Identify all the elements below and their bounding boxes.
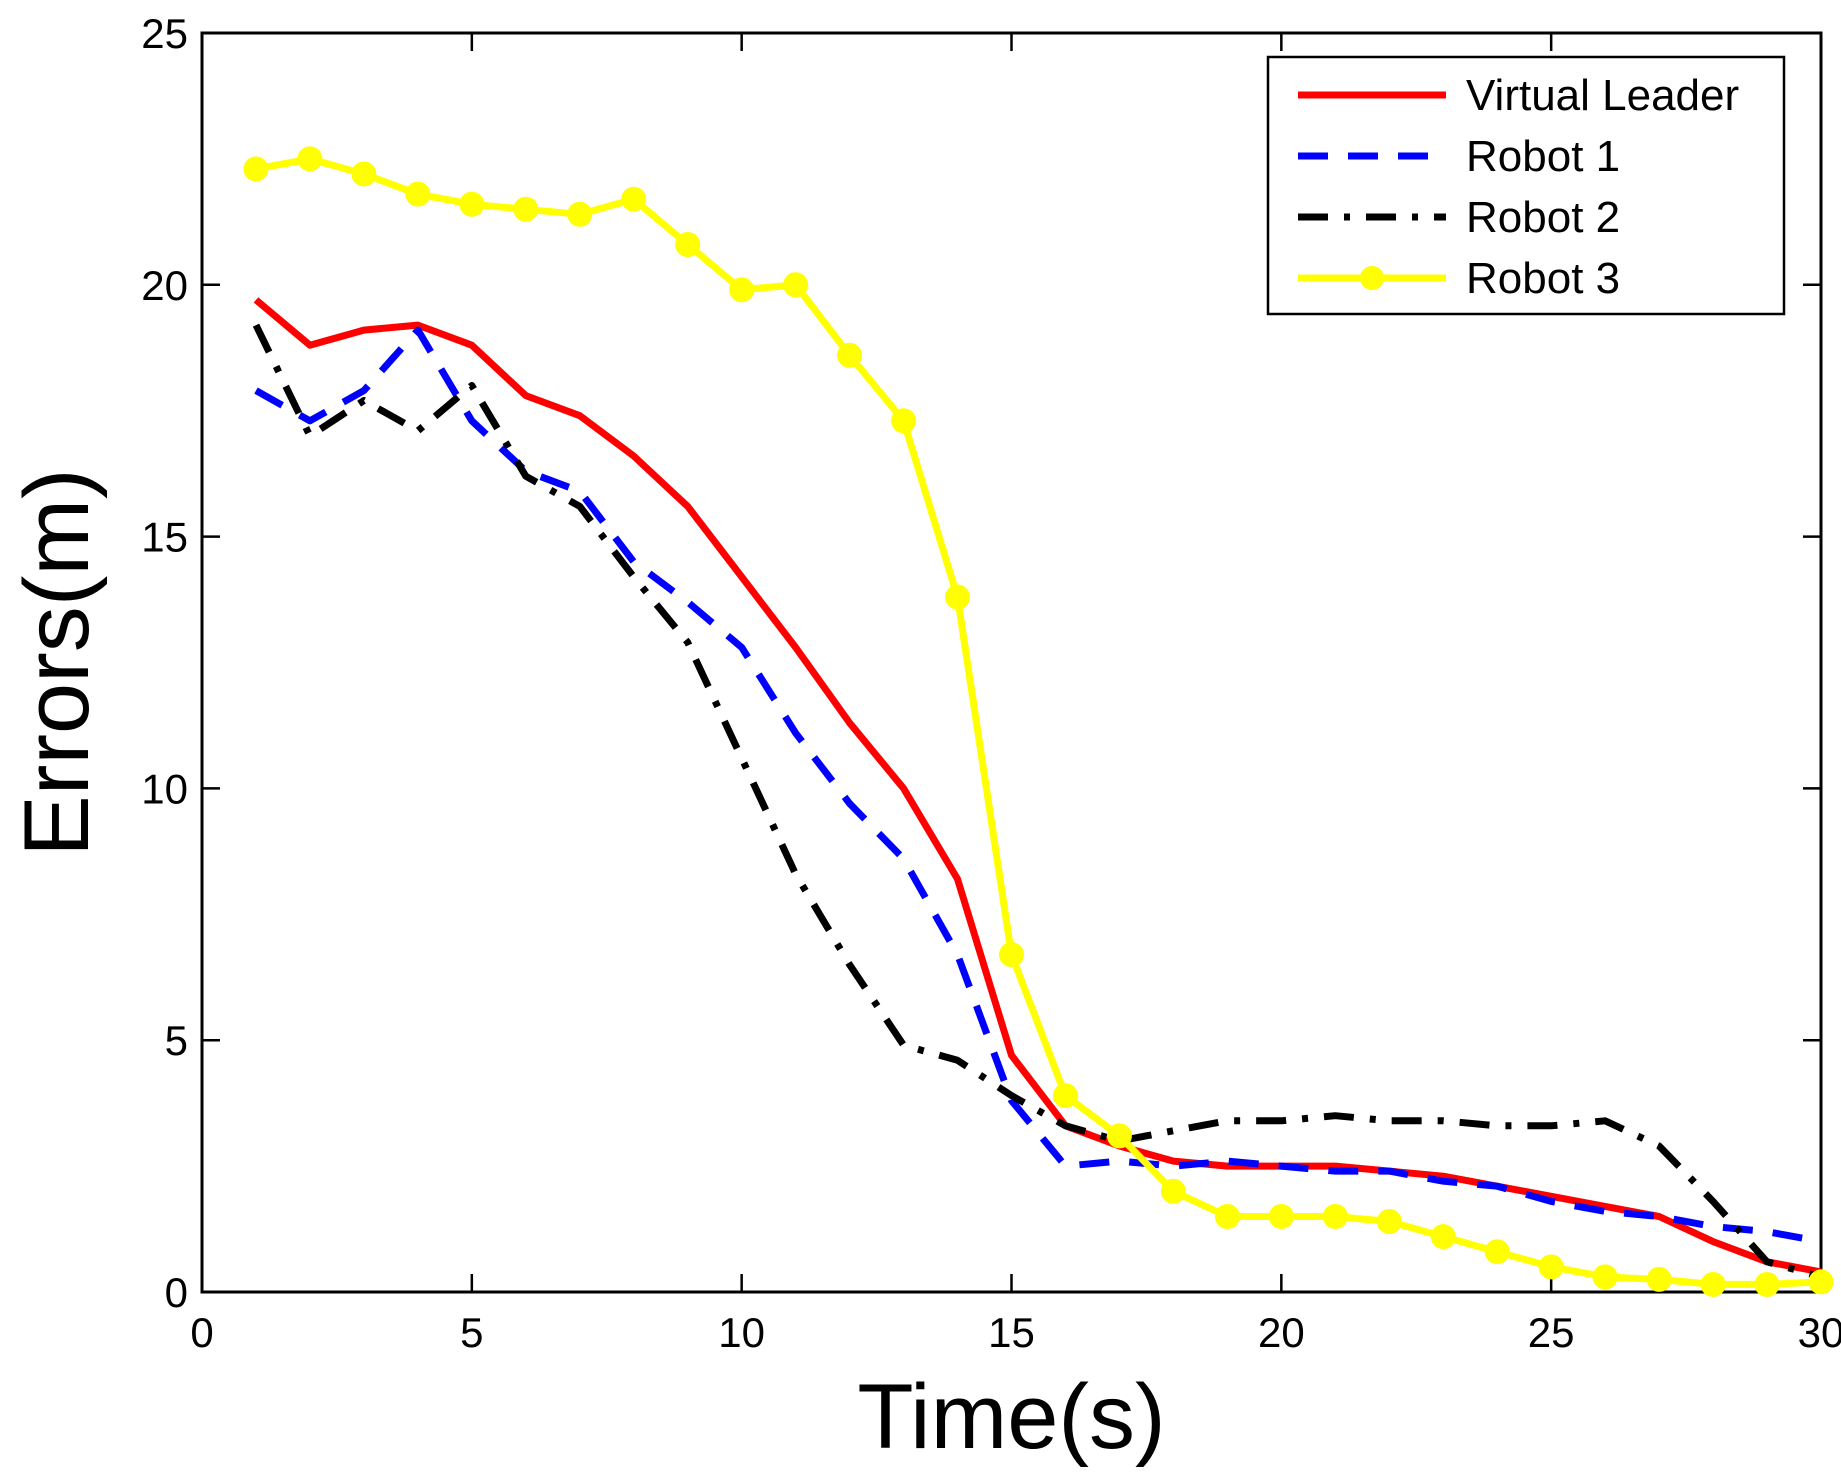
data-point (1646, 1266, 1672, 1292)
data-point (1808, 1269, 1834, 1295)
legend-box (1266, 55, 1786, 316)
x-axis-title: Time(s) (857, 1366, 1165, 1468)
data-point (567, 201, 593, 227)
x-tick-label: 10 (718, 1309, 765, 1356)
data-point (1106, 1123, 1132, 1149)
x-tick-label: 0 (190, 1309, 213, 1356)
x-tick-label: 5 (460, 1309, 483, 1356)
x-tick-label: 25 (1528, 1309, 1575, 1356)
data-point (1700, 1271, 1726, 1297)
series-robot-3 (243, 146, 1834, 1297)
data-point (837, 342, 863, 368)
legend-label: Virtual Leader (1466, 71, 1739, 120)
data-point (945, 584, 971, 610)
y-tick-label: 15 (141, 514, 188, 561)
series-line (253, 297, 1822, 1276)
y-tick-label: 20 (141, 262, 188, 309)
data-point (621, 186, 647, 212)
y-tick-label: 10 (141, 765, 188, 812)
data-point (513, 196, 539, 222)
x-tick-label: 20 (1258, 1309, 1305, 1356)
data-point (729, 277, 755, 303)
legend-label: Robot 1 (1466, 132, 1620, 181)
data-point (297, 146, 323, 172)
data-point (405, 181, 431, 207)
legend-marker (1360, 266, 1384, 290)
legend: Virtual Leader Robot 1 Robot 2 Robot 3 (1266, 55, 1786, 316)
data-point (351, 161, 377, 187)
x-tick-label: 30 (1798, 1309, 1841, 1356)
data-point (1376, 1208, 1402, 1234)
series-virtual-leader (253, 297, 1822, 1276)
data-point (1754, 1271, 1780, 1297)
data-point (891, 408, 917, 434)
data-point (1052, 1083, 1078, 1109)
data-point (1430, 1224, 1456, 1250)
y-axis-title: Errors(m) (6, 468, 108, 856)
data-point (1160, 1178, 1186, 1204)
data-point (1484, 1239, 1510, 1265)
y-tick-label: 0 (165, 1269, 188, 1316)
series-line (252, 323, 1822, 1281)
x-tick-label: 15 (988, 1309, 1035, 1356)
data-point (459, 191, 485, 217)
data-point (243, 156, 269, 182)
data-point (1322, 1203, 1348, 1229)
data-point (1592, 1264, 1618, 1290)
series-robot-2 (252, 323, 1822, 1281)
data-point (1538, 1254, 1564, 1280)
series-layer (243, 146, 1834, 1297)
data-point (1214, 1203, 1240, 1229)
data-point (675, 232, 701, 258)
data-point (1268, 1203, 1294, 1229)
data-point (783, 272, 809, 298)
y-tick-label: 25 (141, 10, 188, 57)
x-axis-ticks: 0 5 10 15 20 25 30 (190, 33, 1841, 1356)
y-tick-label: 5 (165, 1017, 188, 1064)
legend-label: Robot 2 (1466, 193, 1620, 242)
data-point (999, 942, 1024, 968)
legend-label: Robot 3 (1466, 254, 1620, 303)
